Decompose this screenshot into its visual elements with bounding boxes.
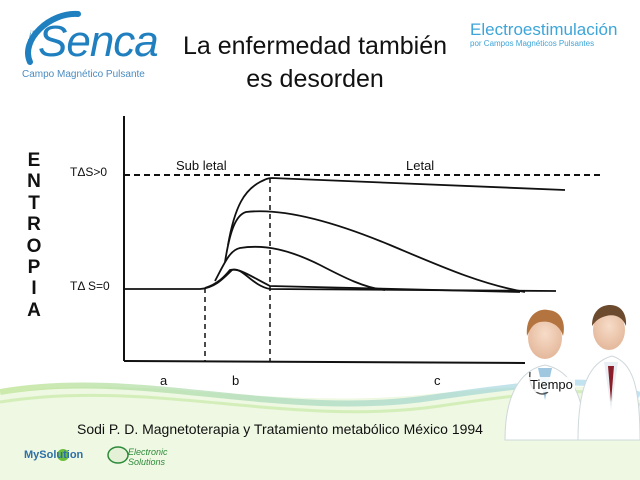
y-axis-letter: I <box>31 278 37 300</box>
y-axis-letter: R <box>27 214 41 236</box>
phase-a-label: a <box>160 373 168 388</box>
phase-b-label: b <box>232 373 240 388</box>
doctor-male-illustration <box>577 305 640 441</box>
solutions-word: Solutions <box>128 457 166 467</box>
phase-c-label: c <box>434 373 441 388</box>
electronic-word: Electronic <box>128 447 168 457</box>
zero-level-label: TΔ S=0 <box>70 279 110 293</box>
brand-subtitle: por Campos Magnéticos Pulsantes <box>470 39 595 48</box>
response-curve-1 <box>204 268 521 293</box>
y-axis-letter: O <box>26 235 42 257</box>
response-curve-4 <box>227 177 566 246</box>
citation: Sodi P. D. Magnetoterapia y Tratamiento … <box>77 421 483 437</box>
logo-swoosh <box>25 10 81 65</box>
logo-tagline: Campo Magnético Pulsante <box>22 69 145 80</box>
y-axis-title: E N T R O P I A <box>24 150 44 321</box>
response-curve-3 <box>224 210 526 293</box>
mysolution-logo-text: MySolution <box>24 449 84 461</box>
response-curve-2 <box>214 245 386 291</box>
title-line-2: es desorden <box>246 65 384 93</box>
x-axis <box>123 360 526 364</box>
sublethal-label: Sub letal <box>176 158 227 173</box>
logo-name: Senca <box>38 17 159 66</box>
y-axis-letter: N <box>27 171 41 193</box>
electronic-solutions-logo-text: Electronic Solutions <box>128 447 168 467</box>
background-wave <box>0 385 640 480</box>
y-axis-letter: A <box>27 299 41 321</box>
y-axis-letter: P <box>27 257 41 279</box>
brand-title: Electroestimulación <box>470 20 618 39</box>
y-axis-letter: T <box>28 192 40 214</box>
x-axis-label: Tiempo <box>528 377 575 392</box>
lethal-label: Letal <box>406 158 435 173</box>
title-line-1: La enfermedad también <box>182 32 448 60</box>
doctor-female-illustration <box>504 309 586 441</box>
page-title: La enfermedad también es desorden <box>150 30 480 96</box>
high-level-label: TΔS>0 <box>70 165 108 179</box>
y-axis-letter: E <box>27 150 41 171</box>
electronic-logo-icon <box>107 446 129 464</box>
mysolution-logo-icon <box>57 449 69 461</box>
